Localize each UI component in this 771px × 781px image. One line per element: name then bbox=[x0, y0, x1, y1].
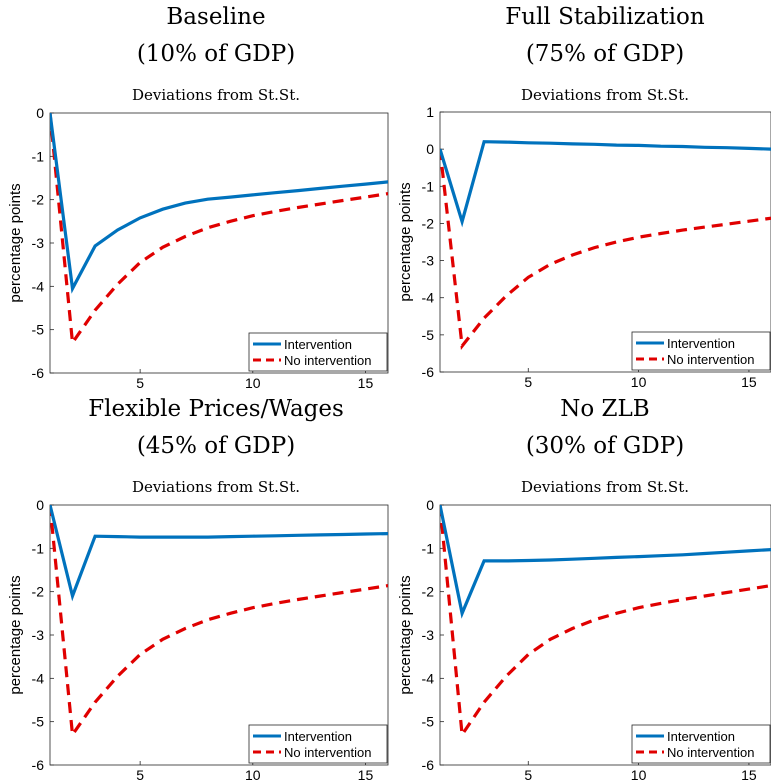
x-tick-label: 15 bbox=[741, 374, 757, 390]
y-tick-label: -2 bbox=[32, 584, 45, 600]
legend-label: Intervention bbox=[667, 336, 735, 351]
y-tick-label: -6 bbox=[422, 364, 435, 380]
x-tick-label: 15 bbox=[358, 375, 374, 391]
x-tick-label: 10 bbox=[245, 767, 261, 781]
y-tick-label: -5 bbox=[32, 322, 45, 338]
x-tick-label: 10 bbox=[631, 374, 647, 390]
y-tick-label: 1 bbox=[426, 104, 434, 120]
series-line-no-intervention bbox=[440, 148, 771, 351]
legend-label: Intervention bbox=[284, 729, 352, 744]
y-tick-label: -4 bbox=[422, 290, 435, 306]
series-line-intervention bbox=[50, 505, 388, 602]
y-tick-label: 0 bbox=[426, 141, 434, 157]
legend-box bbox=[248, 332, 388, 372]
series-line-intervention bbox=[440, 140, 771, 228]
legend-label: No intervention bbox=[667, 745, 754, 760]
y-tick-label: -3 bbox=[32, 235, 45, 251]
x-tick-label: 15 bbox=[741, 767, 757, 781]
chart-title-line2: (75% of GDP) bbox=[526, 41, 684, 67]
x-tick-label: 10 bbox=[631, 767, 647, 781]
y-tick-label: -1 bbox=[422, 178, 435, 194]
y-tick-label: -6 bbox=[32, 757, 45, 773]
chart-title: Flexible Prices/Wages bbox=[88, 396, 344, 422]
y-tick-label: -6 bbox=[422, 757, 435, 773]
y-tick-label: -1 bbox=[422, 540, 435, 556]
y-tick-label: -1 bbox=[32, 148, 45, 164]
chart-panel-2: Full Stabilization (75% of GDP) Deviations… bbox=[397, 4, 771, 390]
series-line-no-intervention bbox=[50, 505, 388, 740]
chart-panel-3: Flexible Prices/Wages (45% of GDP) Deviati… bbox=[7, 396, 389, 781]
y-axis-label: percentage points bbox=[397, 182, 414, 301]
chart-subtitle: Deviations from St.St. bbox=[521, 86, 689, 104]
y-axis-label: percentage points bbox=[397, 575, 414, 694]
series-line-intervention bbox=[50, 113, 388, 294]
legend-label: No intervention bbox=[284, 353, 371, 368]
series-line-no-intervention bbox=[50, 113, 388, 348]
chart-subtitle: Deviations from St.St. bbox=[521, 478, 689, 496]
legend-label: Intervention bbox=[284, 337, 352, 352]
y-tick-label: -5 bbox=[422, 714, 435, 730]
chart-panel-1: Baseline (10% of GDP) Deviations from St.S… bbox=[7, 4, 389, 391]
x-tick-label: 5 bbox=[524, 767, 532, 781]
y-tick-label: -3 bbox=[422, 627, 435, 643]
y-tick-label: -5 bbox=[32, 714, 45, 730]
legend-label: Intervention bbox=[667, 729, 735, 744]
y-tick-label: -3 bbox=[32, 627, 45, 643]
chart-subtitle: Deviations from St.St. bbox=[132, 478, 300, 496]
y-tick-label: -4 bbox=[32, 670, 45, 686]
x-tick-label: 5 bbox=[136, 767, 144, 781]
y-tick-label: -3 bbox=[422, 253, 435, 269]
axes-box bbox=[439, 111, 771, 373]
y-tick-label: -4 bbox=[32, 278, 45, 294]
y-tick-label: 0 bbox=[426, 497, 434, 513]
legend-box bbox=[631, 331, 771, 371]
x-tick-label: 15 bbox=[358, 767, 374, 781]
y-tick-label: -4 bbox=[422, 670, 435, 686]
legend-label: No intervention bbox=[667, 352, 754, 367]
y-tick-label: -5 bbox=[422, 327, 435, 343]
chart-panel-4: No ZLB (30% of GDP) Deviations from St.St.… bbox=[397, 396, 771, 781]
chart-title-line2: (45% of GDP) bbox=[137, 433, 295, 459]
series-line-no-intervention bbox=[440, 505, 771, 740]
chart-title-line2: (10% of GDP) bbox=[137, 41, 295, 67]
y-tick-label: 0 bbox=[36, 497, 44, 513]
legend-label: No intervention bbox=[284, 745, 371, 760]
chart-title: Full Stabilization bbox=[505, 4, 705, 30]
x-tick-label: 5 bbox=[136, 375, 144, 391]
chart-title: Baseline bbox=[166, 4, 265, 30]
y-tick-label: -2 bbox=[422, 215, 435, 231]
y-tick-label: 0 bbox=[36, 105, 44, 121]
series-line-intervention bbox=[440, 505, 771, 619]
x-tick-label: 5 bbox=[524, 374, 532, 390]
legend-box bbox=[248, 724, 388, 764]
chart-subtitle: Deviations from St.St. bbox=[132, 86, 300, 104]
y-tick-label: -2 bbox=[32, 192, 45, 208]
chart-title-line2: (30% of GDP) bbox=[526, 433, 684, 459]
y-tick-label: -1 bbox=[32, 540, 45, 556]
y-tick-label: -2 bbox=[422, 584, 435, 600]
y-tick-label: -6 bbox=[32, 365, 45, 381]
chart-title: No ZLB bbox=[560, 396, 649, 422]
y-axis-label: percentage points bbox=[7, 183, 24, 302]
legend-box bbox=[631, 724, 771, 764]
y-axis-label: percentage points bbox=[7, 575, 24, 694]
x-tick-label: 10 bbox=[245, 375, 261, 391]
